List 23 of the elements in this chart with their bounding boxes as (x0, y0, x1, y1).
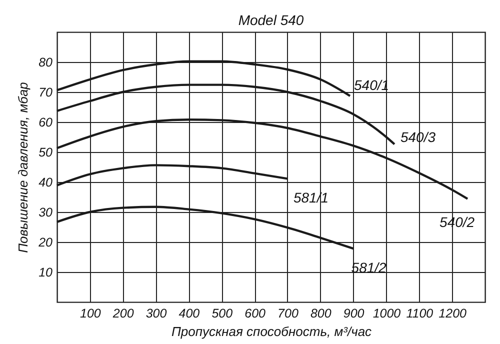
chart-title: Model 540 (238, 12, 304, 28)
x-tick-label: 1200 (438, 306, 467, 320)
x-tick-label: 1000 (372, 306, 401, 320)
y-tick-label: 10 (38, 266, 53, 280)
x-tick-label: 100 (80, 306, 101, 320)
y-axis-title: Повышение давления, мбар (16, 82, 31, 253)
x-tick-label: 300 (146, 306, 167, 320)
y-tick-label: 40 (38, 176, 53, 190)
x-tick-label: 500 (212, 306, 233, 320)
x-tick-label: 600 (244, 306, 266, 320)
x-tick-label: 800 (310, 306, 332, 320)
y-tick-label: 80 (38, 56, 53, 70)
x-tick-label: 700 (278, 306, 298, 320)
x-tick-label: 900 (343, 306, 364, 320)
y-tick-label: 60 (38, 116, 53, 130)
y-tick-label: 50 (38, 146, 53, 160)
x-tick-label: 400 (178, 306, 200, 320)
x-tick-label: 1100 (406, 306, 434, 320)
y-tick-label: 20 (38, 236, 53, 250)
y-tick-label: 30 (38, 206, 53, 220)
y-tick-label: 70 (38, 86, 53, 100)
x-axis-title: Пропускная способность, м³/час (171, 324, 372, 339)
x-tick-label: 200 (112, 306, 134, 320)
